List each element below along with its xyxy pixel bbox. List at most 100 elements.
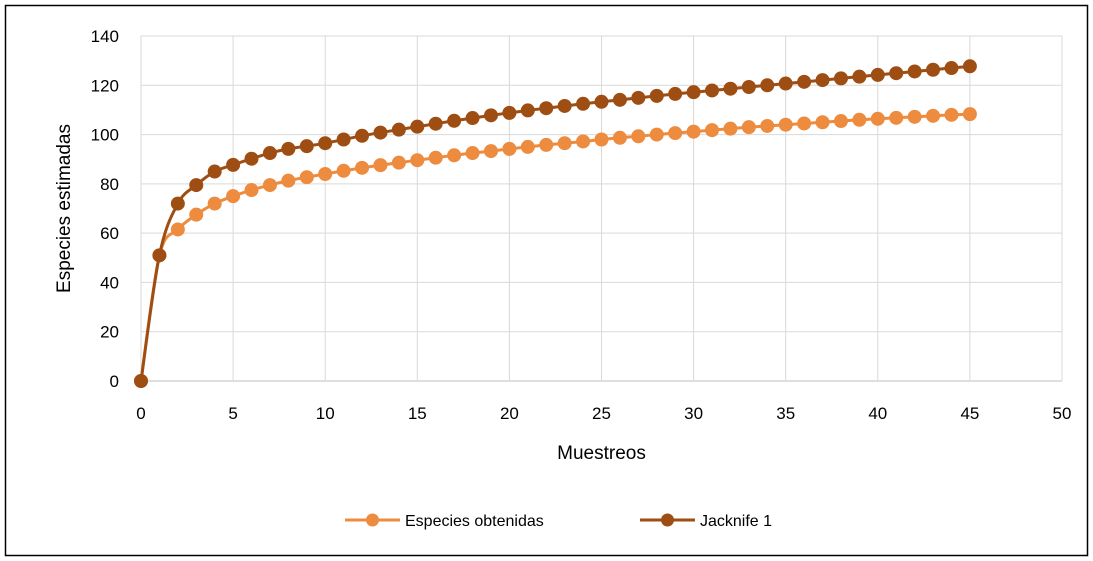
data-point [355,128,370,143]
x-tick-label: 20 [500,404,519,423]
x-tick-label: 5 [228,404,237,423]
data-point [373,158,388,173]
y-tick-label: 80 [100,175,119,194]
data-point [281,141,296,156]
data-point [170,196,185,211]
y-tick-label: 140 [91,27,119,46]
y-tick-label: 100 [91,126,119,145]
x-tick-label: 15 [408,404,427,423]
legend-label: Jacknife 1 [700,513,772,530]
legend-marker [661,513,674,527]
chart-border [4,4,1089,557]
data-point [889,66,904,81]
x-tick-label: 50 [1053,404,1072,423]
y-tick-label: 40 [100,273,119,292]
data-point [962,59,977,74]
data-point [705,83,720,98]
data-point [134,374,148,388]
data-point [926,62,941,77]
data-point [557,98,572,113]
y-tick-labels: 0 20 40 60 80 100 120 140 [91,27,119,391]
data-point [778,76,793,91]
data-point [631,129,646,144]
x-tick-label: 35 [776,404,795,423]
data-point [244,151,259,166]
data-point [852,69,867,84]
x-tick-label: 25 [592,404,611,423]
data-point [833,114,848,129]
data-point [631,90,646,105]
data-point [705,123,720,138]
data-point [336,132,351,147]
series-jacknife-1 [134,59,977,388]
data-point [336,163,351,178]
data-point [649,88,664,103]
data-point [686,85,701,100]
data-point [594,94,609,109]
data-point [465,146,480,161]
data-point [539,137,554,152]
data-point [428,116,443,131]
data-point [428,150,443,165]
x-axis-title: Muestreos [557,443,646,464]
data-point [576,134,591,149]
data-point [870,111,885,126]
data-point [483,108,498,123]
data-point [926,108,941,123]
x-tick-label: 40 [868,404,887,423]
data-point [520,139,535,154]
data-point [299,139,314,154]
data-point [262,178,277,193]
data-point [852,112,867,127]
data-point [723,121,738,136]
x-tick-labels: 0 5 10 15 20 25 30 35 40 45 50 [136,404,1071,423]
data-point [741,80,756,95]
data-point [741,120,756,135]
data-point [760,78,775,93]
data-point [318,136,333,151]
data-point [649,127,664,142]
x-tick-label: 10 [316,404,335,423]
x-tick-label: 0 [136,404,145,423]
data-point [281,173,296,188]
data-point [944,107,959,122]
data-point [870,67,885,82]
data-point [815,73,830,88]
data-point [207,164,222,179]
data-point [189,207,204,222]
legend: Especies obtenidas Jacknife 1 [345,513,772,530]
data-point [244,183,259,198]
data-point [797,116,812,131]
data-point [391,122,406,137]
data-point [410,119,425,134]
y-tick-label: 120 [91,76,119,95]
data-point [299,170,314,185]
data-point [907,64,922,79]
data-point [594,132,609,147]
legend-label: Especies obtenidas [405,513,544,530]
data-point [502,105,517,120]
data-point [152,248,167,263]
y-tick-label: 0 [110,372,119,391]
y-axis-title: Especies estimadas [54,124,75,293]
legend-marker [366,513,379,527]
y-tick-label: 60 [100,224,119,243]
series-layer [134,59,977,388]
data-point [447,148,462,163]
data-point [373,125,388,140]
data-point [262,146,277,161]
data-point [520,103,535,118]
legend-entry: Especies obtenidas [345,513,544,530]
data-point [962,107,977,122]
data-point [189,178,204,193]
data-point [170,222,185,237]
data-point [889,110,904,125]
data-point [723,81,738,96]
data-point [391,155,406,170]
data-point [465,111,480,126]
data-point [557,136,572,151]
data-point [760,118,775,133]
x-tick-label: 45 [960,404,979,423]
data-point [502,141,517,156]
